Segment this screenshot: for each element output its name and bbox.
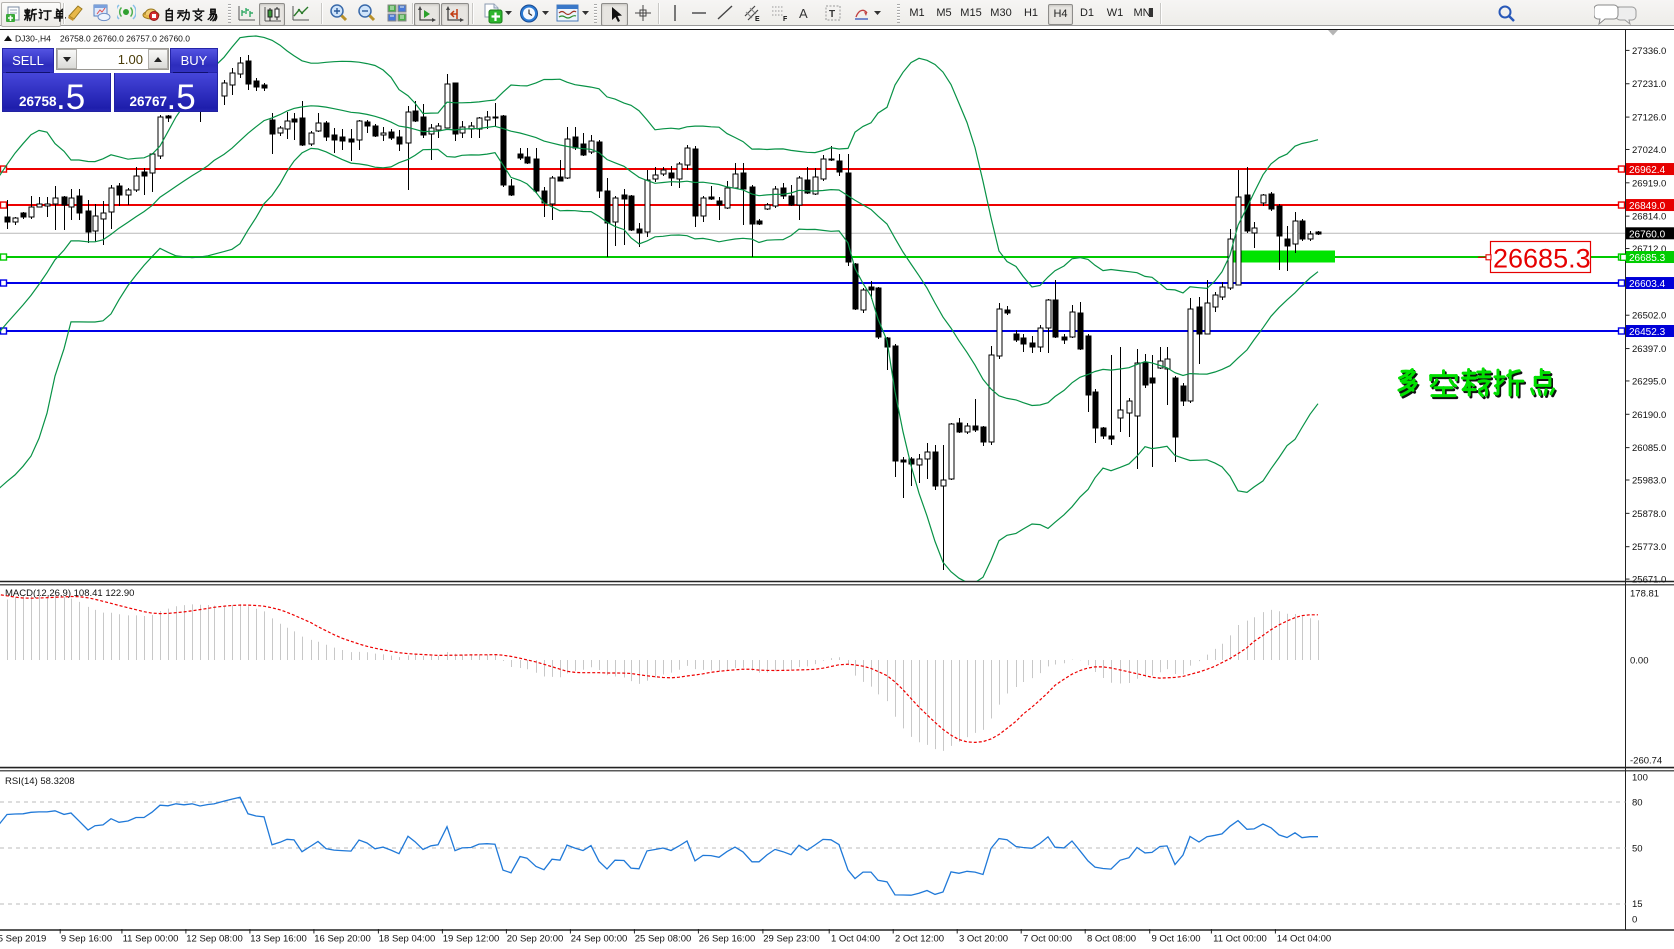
svg-text:24 Sep 00:00: 24 Sep 00:00: [571, 934, 628, 945]
svg-text:5 Sep 2019: 5 Sep 2019: [0, 934, 46, 945]
svg-text:29 Sep 23:00: 29 Sep 23:00: [763, 934, 820, 945]
svg-text:25878.0: 25878.0: [1632, 509, 1666, 520]
svg-text:25671.0: 25671.0: [1632, 575, 1666, 586]
svg-text:13 Sep 16:00: 13 Sep 16:00: [250, 934, 307, 945]
svg-text:27024.0: 27024.0: [1632, 145, 1666, 156]
svg-text:2 Oct 12:00: 2 Oct 12:00: [895, 934, 944, 945]
svg-text:11 Oct 00:00: 11 Oct 00:00: [1213, 934, 1267, 945]
svg-text:3 Oct 20:00: 3 Oct 20:00: [959, 934, 1008, 945]
svg-text:9 Oct 16:00: 9 Oct 16:00: [1151, 934, 1200, 945]
svg-text:80: 80: [1632, 798, 1643, 809]
svg-text:26814.0: 26814.0: [1632, 212, 1666, 223]
svg-text:7 Oct 00:00: 7 Oct 00:00: [1023, 934, 1072, 945]
svg-text:F: F: [783, 16, 788, 23]
svg-text:11 Sep 00:00: 11 Sep 00:00: [123, 934, 179, 945]
svg-text:26603.4: 26603.4: [1629, 279, 1666, 290]
svg-text:25 Sep 08:00: 25 Sep 08:00: [635, 934, 692, 945]
svg-text:12 Sep 08:00: 12 Sep 08:00: [186, 934, 243, 945]
svg-text:26712.0: 26712.0: [1632, 244, 1666, 255]
svg-text:8 Oct 08:00: 8 Oct 08:00: [1087, 934, 1136, 945]
svg-text:20 Sep 20:00: 20 Sep 20:00: [507, 934, 564, 945]
svg-text:25773.0: 25773.0: [1632, 542, 1666, 553]
svg-text:26685.3: 26685.3: [1629, 253, 1666, 264]
svg-text:25983.0: 25983.0: [1632, 476, 1666, 487]
svg-text:9 Sep 16:00: 9 Sep 16:00: [61, 934, 112, 945]
svg-text:26758.0 26760.0 26757.0 26760.: 26758.0 26760.0 26757.0 26760.0: [60, 34, 190, 44]
svg-text:26452.3: 26452.3: [1629, 327, 1666, 338]
svg-text:14 Oct 04:00: 14 Oct 04:00: [1277, 934, 1331, 945]
svg-text:A: A: [799, 6, 808, 21]
svg-text:26 Sep 16:00: 26 Sep 16:00: [699, 934, 756, 945]
svg-text:26685.3: 26685.3: [1493, 244, 1591, 274]
svg-text:E: E: [755, 16, 760, 23]
svg-text:26849.0: 26849.0: [1629, 201, 1666, 212]
svg-text:178.81: 178.81: [1630, 589, 1659, 600]
svg-text:27231.0: 27231.0: [1632, 79, 1666, 90]
svg-text:DJ30-,H4: DJ30-,H4: [15, 34, 51, 44]
svg-text:27126.0: 27126.0: [1632, 113, 1666, 124]
svg-text:26502.0: 26502.0: [1632, 311, 1666, 322]
svg-text:26919.0: 26919.0: [1632, 178, 1666, 189]
svg-text:1 Oct 04:00: 1 Oct 04:00: [831, 934, 880, 945]
svg-text:26085.0: 26085.0: [1632, 443, 1666, 454]
svg-text:26397.0: 26397.0: [1632, 344, 1666, 355]
svg-text:26962.4: 26962.4: [1629, 165, 1666, 176]
svg-text:0: 0: [1632, 915, 1637, 926]
svg-text:19 Sep 12:00: 19 Sep 12:00: [443, 934, 500, 945]
svg-text:100: 100: [1632, 773, 1648, 784]
svg-text:18 Sep 04:00: 18 Sep 04:00: [379, 934, 436, 945]
svg-text:16 Sep 20:00: 16 Sep 20:00: [314, 934, 371, 945]
svg-text:27336.0: 27336.0: [1632, 46, 1666, 57]
svg-text:0.00: 0.00: [1630, 656, 1649, 667]
svg-text:-260.74: -260.74: [1630, 756, 1662, 767]
svg-text:50: 50: [1632, 844, 1643, 855]
svg-text:T: T: [829, 9, 835, 20]
svg-text:MACD(12,26,9) 108.41 122.90: MACD(12,26,9) 108.41 122.90: [5, 588, 134, 599]
svg-text:26760.0: 26760.0: [1629, 229, 1666, 240]
svg-text:26190.0: 26190.0: [1632, 410, 1666, 421]
svg-text:26295.0: 26295.0: [1632, 376, 1666, 387]
svg-text:15: 15: [1632, 899, 1643, 910]
svg-text:RSI(14) 58.3208: RSI(14) 58.3208: [5, 776, 75, 787]
